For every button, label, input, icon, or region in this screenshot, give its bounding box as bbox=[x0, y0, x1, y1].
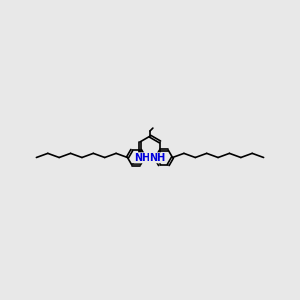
Text: N: N bbox=[146, 154, 154, 164]
Text: NH: NH bbox=[134, 153, 151, 163]
Text: NH: NH bbox=[149, 153, 166, 163]
